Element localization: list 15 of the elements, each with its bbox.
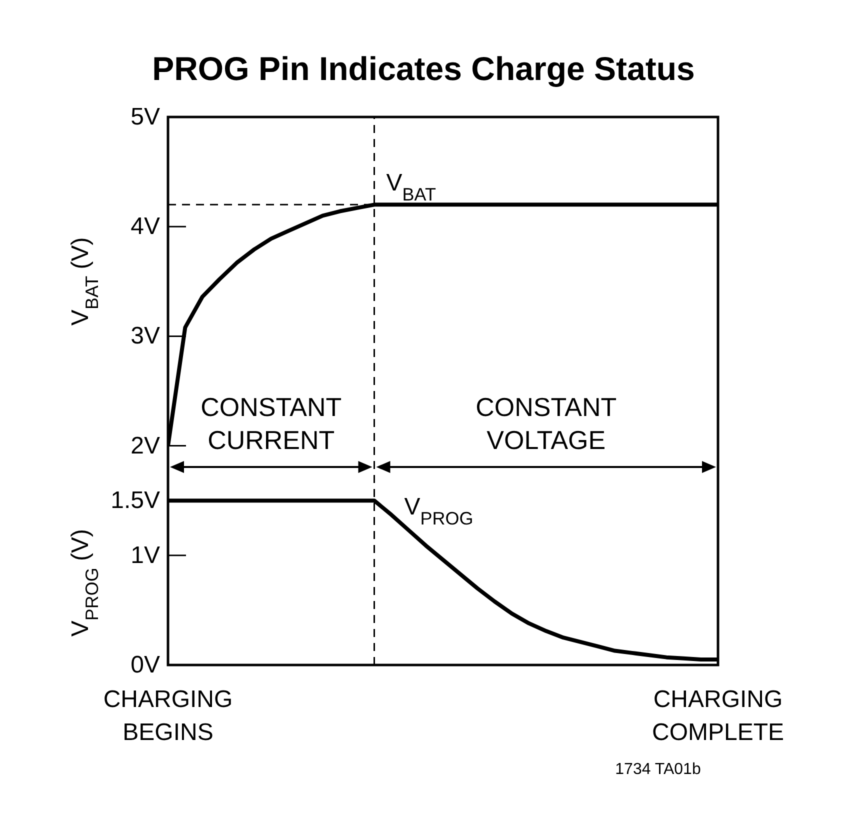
text: 1734 TA01b bbox=[615, 761, 701, 778]
y-tick-label: 2V bbox=[130, 432, 160, 460]
annotation: CONSTANT CURRENT bbox=[200, 392, 342, 455]
series-label: V$_{BAT}$ bbox=[386, 170, 436, 205]
annotation: CONSTANT VOLTAGE bbox=[476, 392, 617, 455]
y-tick-label: 0V bbox=[130, 652, 160, 678]
y-tick-label: 3V bbox=[130, 322, 160, 350]
y-tick-label: 1.5V bbox=[110, 487, 160, 514]
y-tick-label: 4V bbox=[130, 213, 160, 240]
legend-label: V$_{PROG}$ bbox=[404, 494, 474, 529]
x-tick-label: CHARGING BEGINS bbox=[103, 686, 233, 746]
y-tick-label: 5V bbox=[130, 104, 160, 130]
chart-title: PROG Pin Indicates Charge Status bbox=[151, 50, 696, 88]
y-tick-label: 1V bbox=[130, 542, 160, 569]
x-tick-label: CHARGING COMPLETE bbox=[652, 686, 784, 746]
